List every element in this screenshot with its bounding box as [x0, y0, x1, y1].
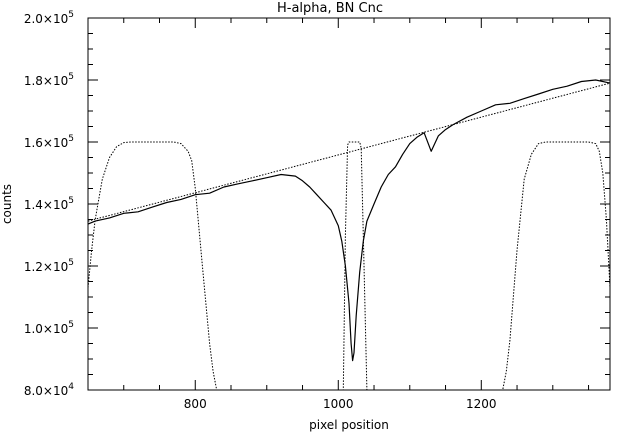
y-tick-label: 1.6×105 — [24, 134, 74, 150]
y-tick-mantissa: 1.2×10 — [24, 260, 68, 274]
y-axis: 8.0×1041.0×1051.2×1051.4×1051.6×1051.8×1… — [24, 10, 610, 398]
y-tick-mantissa: 1.4×10 — [24, 198, 68, 212]
y-tick-exponent: 5 — [68, 258, 74, 268]
plot-area — [87, 79, 611, 391]
y-tick-mantissa: 1.6×10 — [24, 136, 68, 150]
filter-passband-line — [87, 141, 611, 391]
y-tick-mantissa: 8.0×10 — [24, 384, 68, 398]
y-tick-mantissa: 1.8×10 — [24, 74, 68, 88]
x-tick-label: 1000 — [323, 397, 354, 411]
y-tick-exponent: 5 — [68, 72, 74, 82]
spectrum-line — [87, 79, 611, 362]
chart-title: H-alpha, BN Cnc — [277, 1, 383, 16]
y-axis-label: counts — [0, 184, 14, 224]
y-tick-exponent: 5 — [68, 134, 74, 144]
x-tick-label: 1200 — [466, 397, 497, 411]
y-tick-label: 1.0×105 — [24, 320, 74, 336]
y-tick-mantissa: 1.0×10 — [24, 322, 68, 336]
y-tick-label: 8.0×104 — [24, 382, 74, 398]
y-tick-exponent: 5 — [68, 320, 74, 330]
x-axis-label: pixel position — [309, 418, 389, 432]
y-tick-label: 1.4×105 — [24, 196, 74, 212]
y-tick-label: 1.8×105 — [24, 72, 74, 88]
plot-frame — [87, 17, 611, 391]
y-tick-exponent: 5 — [68, 10, 74, 20]
x-tick-label: 800 — [184, 397, 207, 411]
y-tick-label: 2.0×105 — [24, 10, 74, 26]
y-tick-exponent: 5 — [68, 196, 74, 206]
y-tick-label: 1.2×105 — [24, 258, 74, 274]
continuum-fit-line — [87, 82, 611, 222]
x-axis: 800 1000 1200 — [87, 18, 590, 411]
y-tick-mantissa: 2.0×10 — [24, 12, 68, 26]
y-tick-exponent: 4 — [68, 382, 74, 392]
